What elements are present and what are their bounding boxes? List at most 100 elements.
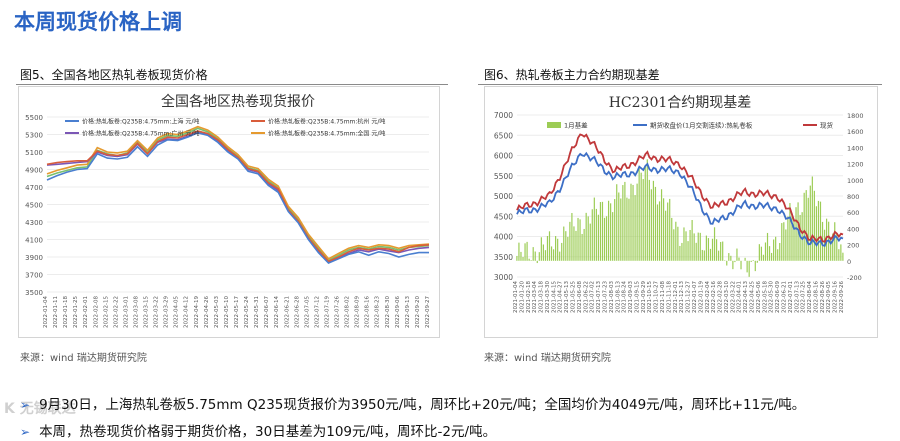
chart-2-basis-bar	[671, 217, 673, 261]
chart-1-legend-label: 价格:热轧板卷:Q235B:4.75mm:全国 元/吨	[268, 130, 385, 138]
chart-2-legend-label: 1月基差	[564, 121, 588, 130]
chart-2-basis-bar	[754, 260, 756, 272]
chart-2-basis-bar	[593, 197, 595, 261]
chart-2-basis-bar	[732, 260, 734, 270]
chart-2-basis-bar	[644, 165, 646, 261]
chart-1-xtick: 2022-04-12	[184, 296, 190, 328]
chart-2-xtick: 2021-08-03	[609, 281, 615, 313]
chart-1-xtick: 2022-09-27	[425, 296, 431, 328]
chart-2-basis-bar	[571, 213, 573, 261]
chart-2-basis-bar	[538, 252, 540, 261]
chart-2-basis-bar	[718, 250, 720, 261]
chart-2-basis-bar	[785, 229, 787, 261]
chart-2-basis-bar	[803, 192, 805, 261]
chart-2-xtick: 2022-02-04	[705, 281, 711, 313]
chart-2-series-line	[516, 151, 844, 248]
figure-5-caption: 图5、全国各地区热轧卷板现货价格	[20, 68, 208, 82]
chart-2-basis-bar	[760, 246, 762, 261]
chart-2-ytick-right: 800	[847, 193, 859, 201]
chart-2-legend-label: 期货收盘价(1月交割连续):热轧卷板	[650, 121, 753, 130]
chart-1-xtick: 2022-04-26	[204, 296, 210, 328]
chart-1-ytick: 4700	[25, 184, 43, 192]
chart-1-xtick: 2022-08-09	[355, 296, 361, 328]
chart-2-basis-bar	[561, 242, 563, 261]
chart-2-ytick-right: 1600	[847, 128, 864, 136]
chart-1-xtick: 2022-08-30	[385, 296, 391, 328]
chart-2-xtick: 2021-11-08	[660, 281, 666, 313]
chart-2-basis-bar	[555, 236, 557, 261]
chart-2-basis-bar	[632, 184, 634, 261]
chart-2-basis-bar	[591, 209, 593, 261]
chart-1-xtick: 2022-02-08	[93, 296, 99, 328]
chart-2-basis-bar	[646, 159, 648, 261]
chart-2-ytick-right: -200	[847, 274, 862, 282]
chart-2-xtick: 2022-09-05	[826, 281, 832, 313]
chart-2-series-line	[516, 133, 844, 243]
chart-2-basis-bar	[746, 260, 748, 273]
chart-2-basis-bar	[768, 246, 771, 261]
chart-2-xtick: 2021-01-04	[513, 281, 519, 313]
chart-1-series-line	[46, 130, 430, 263]
chart-2-basis-bar	[734, 260, 736, 263]
chart-2-basis-bar	[805, 190, 807, 261]
chart-2-basis-bar	[534, 251, 536, 261]
chart-2-ytick-left: 3000	[494, 273, 513, 282]
chart-2-basis-bar	[581, 233, 583, 261]
chart-2-basis-bar	[722, 241, 724, 261]
chart-2-basis-bar	[793, 220, 795, 261]
chart-2-xtick: 2022-07-01	[788, 281, 794, 313]
chart-1-xtick: 2022-08-23	[375, 296, 381, 328]
chart-2-xtick: 2021-03-30	[545, 281, 551, 313]
chart-2-basis-bar	[610, 203, 612, 261]
chart-2-basis-bar	[764, 242, 767, 261]
chart-2-xtick: 2022-07-25	[801, 281, 807, 313]
chart-2-basis-bar	[618, 192, 620, 261]
chart-2-ytick-left: 6000	[494, 152, 513, 161]
chart-2-basis-bar	[573, 226, 575, 261]
chart-2-basis-bar	[658, 201, 661, 261]
chart-2-basis-bar	[781, 223, 783, 261]
chart-2-xtick: 2022-03-10	[724, 281, 730, 313]
chart-1-frame: 全国各地区热卷现货报价 3500 3700 3900 4100 4300 4500 4700 4…	[18, 86, 440, 338]
chart-2-xtick: 2021-12-13	[679, 281, 685, 313]
chart-1-xtick: 2022-07-19	[324, 296, 330, 328]
chart-2-basis-bar	[599, 202, 602, 261]
chart-2-basis-bar	[656, 204, 659, 261]
chart-2-basis-bar	[526, 241, 528, 261]
figure-6-rule	[478, 84, 882, 85]
chart-1-ytick: 5300	[25, 132, 43, 140]
chart-1-ytick: 4500	[25, 202, 43, 210]
chart-2-basis-bar	[685, 231, 687, 261]
chart-2-basis-bar	[585, 212, 587, 261]
chart-2-xtick: 2021-07-02	[590, 281, 596, 313]
chart-2-basis-bar	[736, 248, 738, 261]
chart-2-basis-bar	[550, 246, 553, 261]
chart-2-xtick: 2021-09-15	[634, 281, 640, 313]
chart-2-ytick-right: 1000	[847, 177, 864, 185]
chart-2-basis-bar	[834, 222, 836, 261]
chart-2-basis-bar	[642, 179, 644, 261]
chart-2-xtick: 2022-02-28	[718, 281, 724, 313]
chart-2-basis-bar	[532, 247, 534, 261]
chart-2-ytick-right: 400	[847, 225, 859, 233]
chart-2-basis-bar	[648, 179, 650, 261]
chart-2-xtick: 2021-11-18	[666, 281, 672, 313]
chart-2-basis-bar	[701, 249, 703, 261]
chart-1-xtick: 2022-05-03	[214, 296, 220, 328]
chart-2-basis-bar	[830, 237, 832, 261]
chart-1-ytick: 4300	[25, 219, 43, 227]
chart-2-basis-bar	[640, 172, 642, 261]
chart-2-ytick-right: 1800	[847, 112, 864, 120]
chart-1-xtick: 2022-03-29	[164, 296, 170, 328]
chart-2-xtick: 2022-01-07	[692, 281, 698, 313]
chart-2-basis-bar	[579, 219, 581, 261]
bullet-1-text: 9月30日，上海热轧卷板5.75mm Q235现货报价为3950元/吨，周环比+…	[39, 397, 806, 413]
chart-2-basis-bar	[819, 201, 822, 261]
chart-2-ytick-right: 600	[847, 209, 859, 217]
chart-2-basis-bar	[826, 218, 828, 261]
chart-2-xtick: 2021-04-15	[551, 281, 557, 313]
chart-2-basis-bar	[728, 253, 730, 261]
chart-2-basis-bar	[713, 227, 716, 261]
chart-2-basis-bar	[809, 185, 811, 261]
chart-2-basis-bar	[577, 217, 579, 261]
